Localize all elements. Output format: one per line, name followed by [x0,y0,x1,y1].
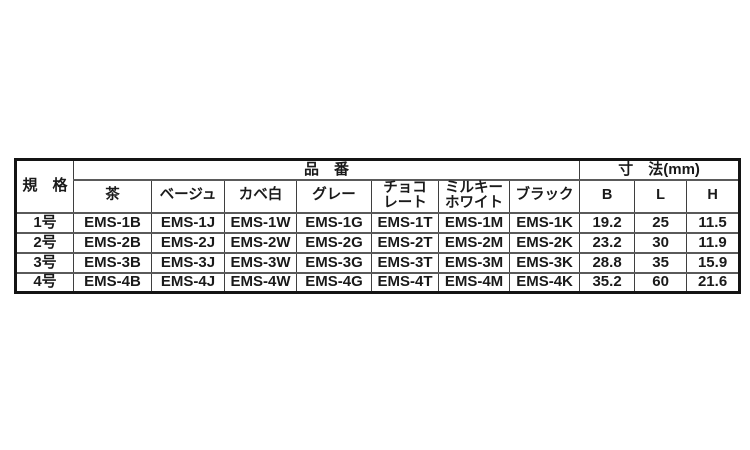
product-spec-table: 規 格 品 番 寸 法(mm) 茶 ベージュ カベ白 グレー チョコ レート ミ… [14,158,742,295]
part-number-cell: EMS-2W [224,231,297,254]
part-number-cell: EMS-4T [371,271,439,294]
part-number-cell: EMS-1T [371,211,439,234]
part-number-cell: EMS-4M [438,271,510,294]
dimension-cell: 11.9 [686,231,741,254]
table-row: 1号 EMS-1B EMS-1J EMS-1W EMS-1G EMS-1T EM… [15,211,741,234]
dimension-cell: 30 [634,231,688,254]
part-number-cell: EMS-2J [151,231,225,254]
dimension-cell: 35.2 [579,271,636,294]
part-number-cell: EMS-1K [508,211,581,234]
part-number-cell: EMS-1J [151,211,225,234]
header-color-chocolate: チョコ レート [371,178,439,214]
size-cell: 2号 [15,231,74,254]
part-number-cell: EMS-4B [73,271,152,294]
part-number-cell: EMS-1W [224,211,297,234]
part-number-cell: EMS-2T [371,231,439,254]
part-number-cell: EMS-2K [508,231,581,254]
part-number-cell: EMS-1B [73,211,152,234]
part-number-cell: EMS-3K [508,251,581,274]
header-dim-b: B [579,178,636,214]
part-number-cell: EMS-3W [224,251,297,274]
table-row: 4号 EMS-4B EMS-4J EMS-4W EMS-4G EMS-4T EM… [15,271,741,294]
table-row: 2号 EMS-2B EMS-2J EMS-2W EMS-2G EMS-2T EM… [15,231,741,254]
part-number-cell: EMS-2B [73,231,152,254]
dimension-cell: 15.9 [686,251,741,274]
part-number-cell: EMS-4G [296,271,372,294]
header-color-milky-white: ミルキー ホワイト [438,178,510,214]
header-dim-h: H [686,178,741,214]
header-color-wall-white: カベ白 [224,178,297,214]
dimension-cell: 35 [634,251,688,274]
part-number-cell: EMS-3M [438,251,510,274]
part-number-cell: EMS-2G [296,231,372,254]
part-number-cell: EMS-4J [151,271,225,294]
header-color-brown: 茶 [73,178,152,214]
part-number-cell: EMS-3T [371,251,439,274]
size-cell: 3号 [15,251,74,274]
header-color-black: ブラック [508,178,581,214]
size-cell: 1号 [15,211,74,234]
part-number-cell: EMS-4W [224,271,297,294]
part-number-cell: EMS-1G [296,211,372,234]
dimension-cell: 21.6 [686,271,741,294]
header-dim-l: L [634,178,688,214]
part-number-cell: EMS-3J [151,251,225,274]
dimension-cell: 25 [634,211,688,234]
dimension-cell: 11.5 [686,211,741,234]
header-part-number: 品 番 [72,158,581,181]
spec-table-container: 規 格 品 番 寸 法(mm) 茶 ベージュ カベ白 グレー チョコ レート ミ… [14,158,742,295]
header-color-gray: グレー [296,178,372,214]
part-number-cell: EMS-4K [508,271,581,294]
part-number-cell: EMS-2M [438,231,510,254]
dimension-cell: 28.8 [579,251,636,274]
part-number-cell: EMS-1M [438,211,510,234]
dimension-cell: 60 [634,271,688,294]
header-spec: 規 格 [15,158,74,214]
part-number-cell: EMS-3B [73,251,152,274]
dimension-cell: 19.2 [579,211,636,234]
part-number-cell: EMS-3G [296,251,372,274]
dimension-cell: 23.2 [579,231,636,254]
size-cell: 4号 [15,271,74,294]
header-dimensions: 寸 法(mm) [579,158,741,181]
header-color-beige: ベージュ [151,178,225,214]
table-row: 3号 EMS-3B EMS-3J EMS-3W EMS-3G EMS-3T EM… [15,251,741,274]
